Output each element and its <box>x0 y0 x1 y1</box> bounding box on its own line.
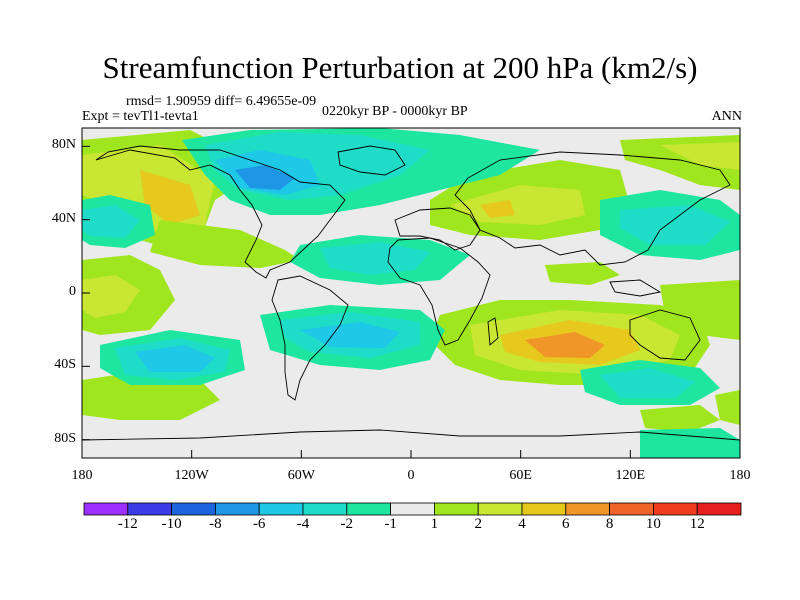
axis-ticks <box>81 145 741 458</box>
colorbar-swatch <box>433 502 479 516</box>
colorbar-swatch <box>653 502 698 516</box>
colorbar-label: -4 <box>296 516 310 532</box>
lat-tick-label: 80S <box>54 430 76 446</box>
colorbar-label: 1 <box>430 516 439 532</box>
colorbar-swatch <box>346 502 391 516</box>
colorbar-swatch <box>127 502 173 516</box>
colorbar-label: -12 <box>117 516 138 532</box>
colorbar-swatch <box>302 502 348 516</box>
colorbar <box>83 502 742 516</box>
experiment-label: Expt = tevTl1-tevta1 <box>82 109 199 124</box>
lon-tick-label: 0 <box>407 468 415 483</box>
colorbar-label: -1 <box>384 516 397 532</box>
contour-field <box>82 128 740 458</box>
lon-tick-label: 60E <box>509 468 532 483</box>
colorbar-label: -10 <box>161 516 182 532</box>
colorbar-swatch <box>521 502 567 516</box>
colorbar-swatch <box>390 502 435 516</box>
colorbar-swatch <box>696 502 742 516</box>
colorbar-label: 4 <box>518 516 526 532</box>
colorbar-swatch <box>477 502 523 516</box>
colorbar-swatch <box>171 502 216 516</box>
lat-tick-label: 40S <box>54 357 76 373</box>
colorbar-swatch <box>565 502 610 516</box>
lat-tick-label: 80N <box>51 137 76 153</box>
colorbar-label: -6 <box>252 516 266 532</box>
colorbar-label: 10 <box>645 516 661 532</box>
colorbar-swatch <box>214 502 260 516</box>
colorbar-label: 8 <box>605 516 614 532</box>
lat-tick-label: 40N <box>51 210 76 226</box>
season-label: ANN <box>711 109 742 124</box>
colorbar-swatch <box>609 502 654 516</box>
colorbar-label: 2 <box>474 516 482 532</box>
lat-tick-label: 0 <box>69 284 76 299</box>
colorbar-swatch <box>258 502 304 516</box>
map-title: Streamfunction Perturbation at 200 hPa (… <box>102 50 698 85</box>
lon-tick-label: 180 <box>729 468 751 483</box>
lon-tick-label: 120W <box>174 468 209 483</box>
colorbar-label: -8 <box>209 516 222 532</box>
colorbar-label: 6 <box>562 516 570 532</box>
rmsd-diff-stats: rmsd= 1.90959 diff= 6.49655e-09 <box>126 94 317 109</box>
colorbar-label: 12 <box>689 516 705 532</box>
colorbar-label: -2 <box>340 516 354 532</box>
colorbar-swatch <box>83 502 129 516</box>
coastlines <box>82 145 740 441</box>
lon-tick-label: 120E <box>615 468 646 483</box>
negative-contours <box>82 128 740 458</box>
lon-tick-label: 180 <box>71 468 93 483</box>
lon-tick-label: 60W <box>287 468 315 483</box>
period-label: 0220kyr BP - 0000kyr BP <box>322 104 468 119</box>
